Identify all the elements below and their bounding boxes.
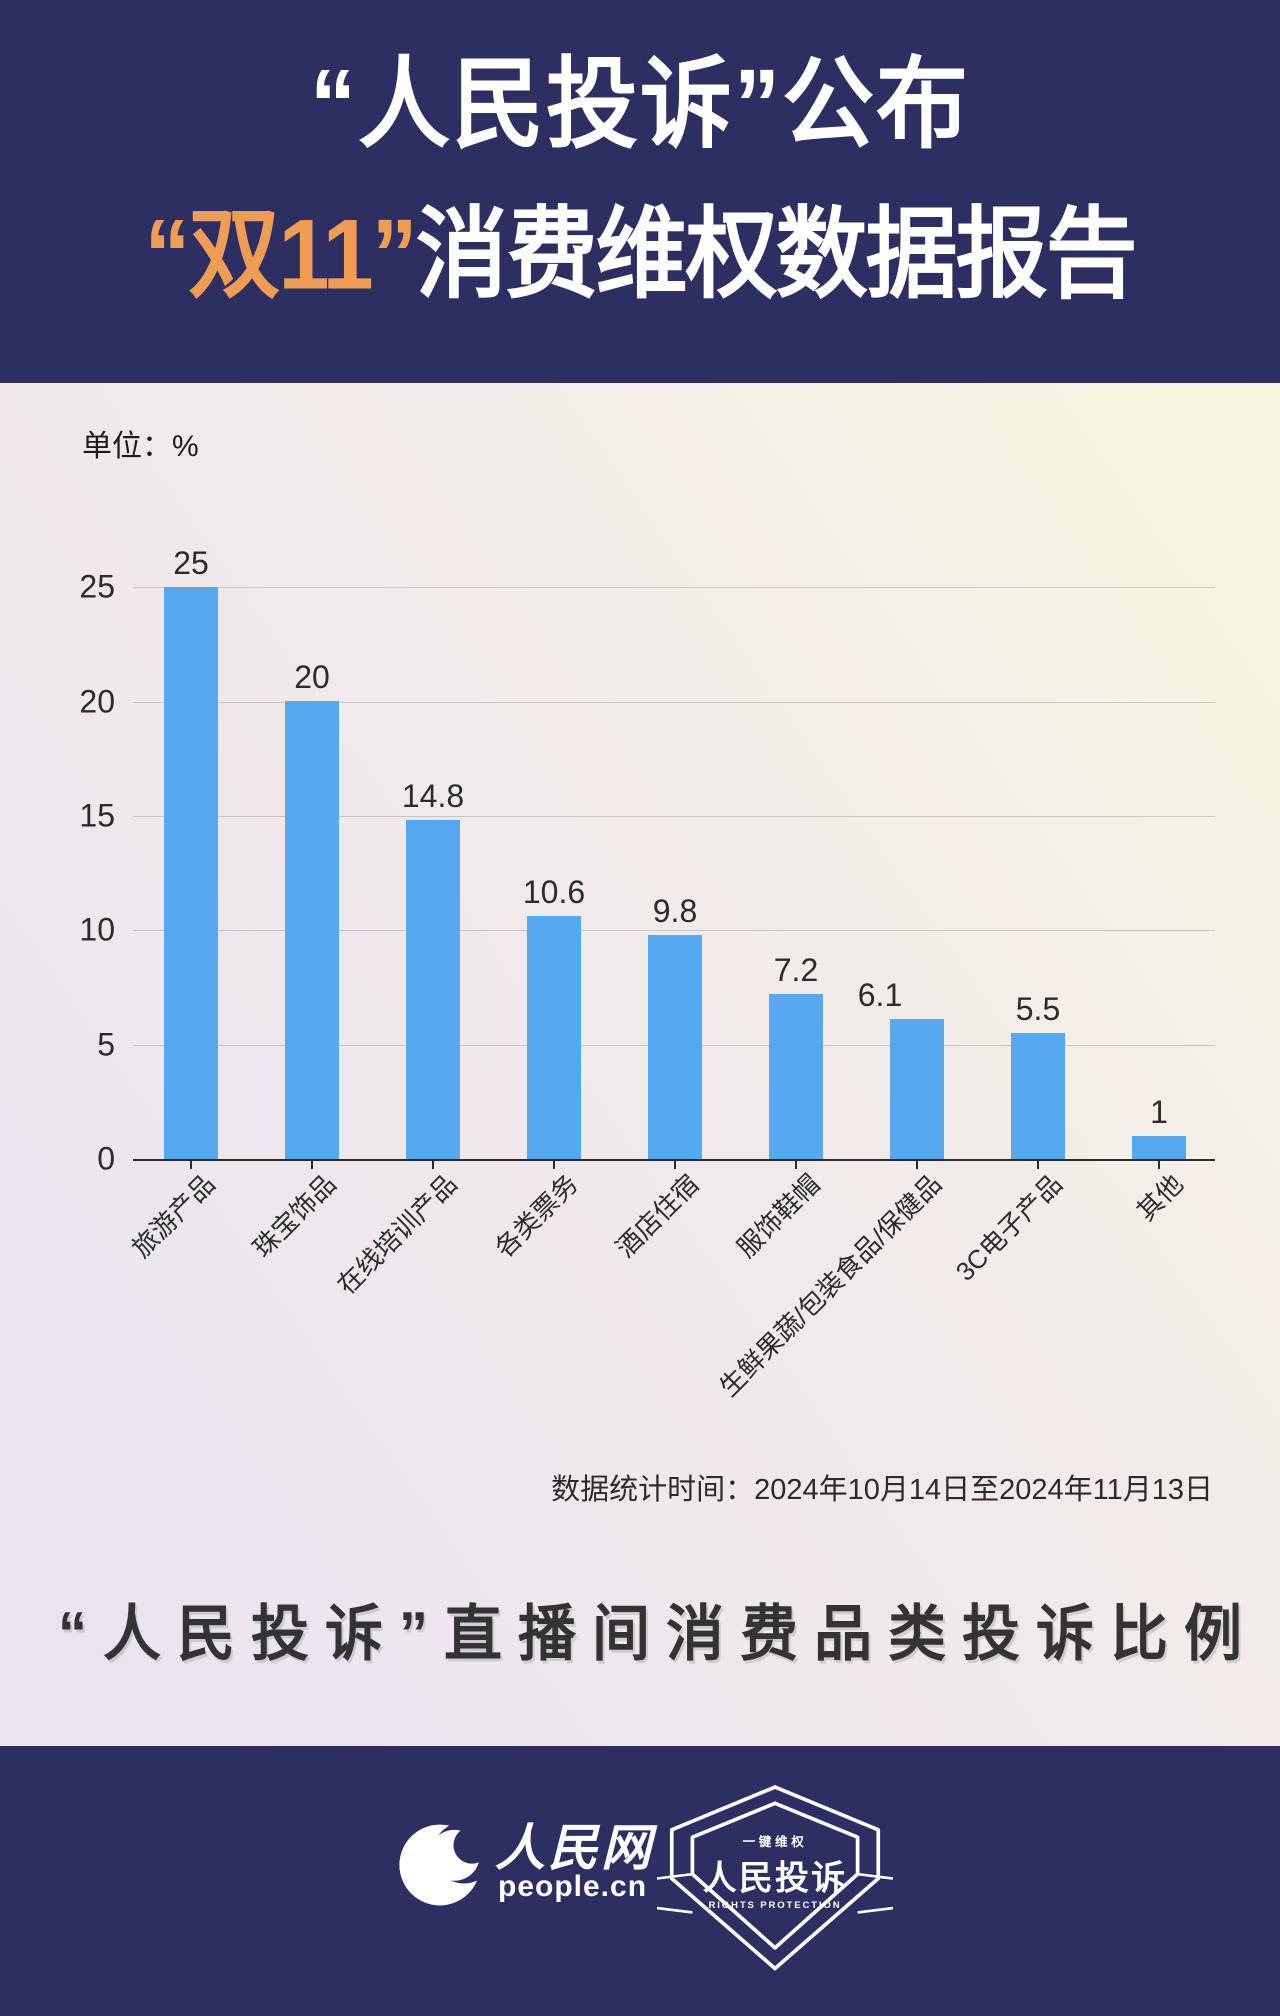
svg-text:一键维权: 一键维权 [743,1834,808,1849]
svg-text:RIGHTS PROTECTION: RIGHTS PROTECTION [709,1900,842,1911]
svg-text:人民投诉: 人民投诉 [703,1860,847,1898]
